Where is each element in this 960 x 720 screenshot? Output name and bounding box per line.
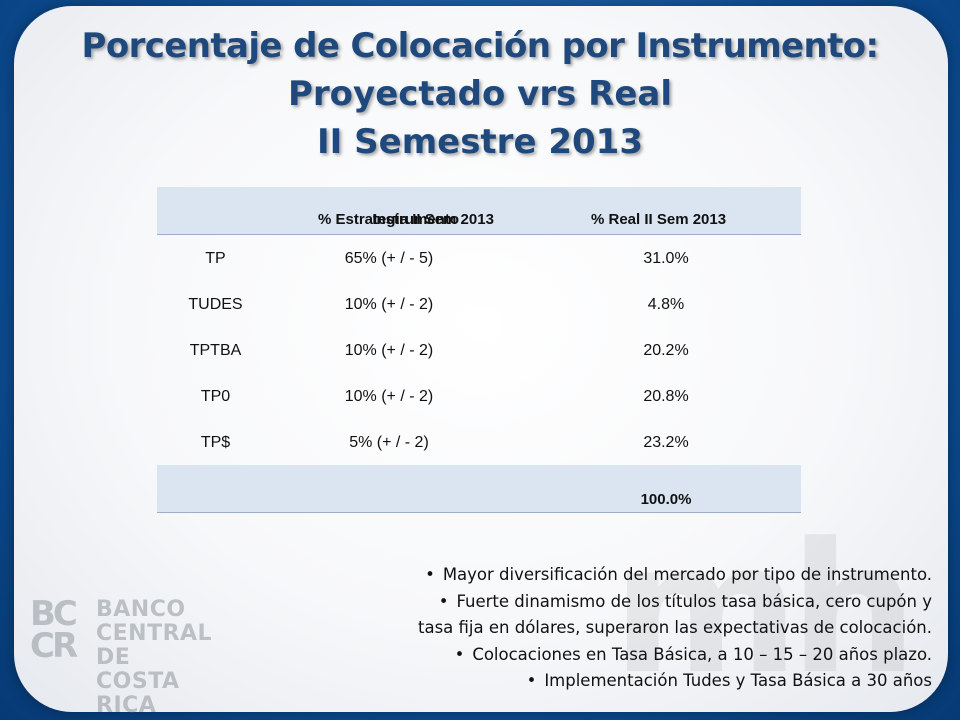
bullet-icon: • [526,671,537,690]
table-row: TPTBA 10% (+ / - 2) 20.2% [157,327,801,373]
table-total-row: 100.0% [157,465,801,513]
bullet-icon: • [438,591,449,611]
logo-name: BANCO CENTRAL DE COSTA RICA [96,598,240,718]
header-instrumento: Instrumento [372,211,459,228]
header-real: % Real II Sem 2013 [591,211,727,228]
cell-real: 31.0% [643,250,689,267]
bullet-item: • Mayor diversificación del mercado por t… [292,562,932,589]
cell-instrumento: TP$ [200,434,231,451]
table-header-row: Instrumento % Estrategia II Sem 2013 % R… [157,187,801,235]
logo-name-line: COSTA RICA [96,669,180,718]
cell-instrumento: TP [205,250,226,267]
bullet-text: Mayor diversificación del mercado por ti… [442,565,932,584]
bullet-icon: • [425,565,435,584]
title-line-1: Porcentaje de Colocación por Instrumento… [81,26,880,66]
table-row: TP 65% (+ / - 5) 31.0% [157,235,801,281]
bullet-text: Colocaciones en Tasa Básica, a 10 – 15 –… [472,644,932,664]
logo-name-line: CENTRAL DE [96,621,213,670]
bccr-logo: BC CR BANCO CENTRAL DE COSTA RICA [30,594,240,718]
cell-total: 100.0% [640,491,692,508]
slide-panel [14,6,948,712]
table-row: TUDES 10% (+ / - 2) 4.8% [157,281,801,327]
header-estrategia: % Estrategia II Sem 2013 [318,211,494,228]
logo-monogram-bottom: CR [30,626,78,666]
cell-estrategia: 10% (+ / - 2) [344,342,434,359]
cell-instrumento: TP0 [200,388,231,405]
cell-real: 20.2% [643,342,689,359]
cell-real: 23.2% [643,434,689,451]
bullet-item-continuation: tasa fija en dólares, superaron las expe… [292,615,932,642]
title-line-3: II Semestre 2013 [317,122,643,162]
bullet-item: • Fuerte dinamismo de los títulos tasa bá… [292,589,932,616]
cell-estrategia: 65% (+ / - 5) [344,250,434,267]
bullet-text: Implementación Tudes y Tasa Básica a 30 … [544,671,932,690]
cell-estrategia: 10% (+ / - 2) [344,388,434,405]
bullet-list: • Mayor diversificación del mercado por t… [292,562,932,695]
bullet-item: • Implementación Tudes y Tasa Básica a 30… [292,668,932,695]
placement-table: Instrumento % Estrategia II Sem 2013 % R… [157,187,801,513]
bullet-text: tasa fija en dólares, superaron las expe… [418,618,932,637]
slide-title: Porcentaje de Colocación por Instrumento… [0,22,960,166]
cell-real: 20.8% [643,388,689,405]
cell-instrumento: TPTBA [189,342,242,359]
watermark-logo: mh [612,505,918,714]
bullet-text: Fuerte dinamismo de los títulos tasa bás… [456,591,932,611]
title-line-2: Proyectado vrs Real [288,74,672,114]
bullet-item: • Colocaciones en Tasa Básica, a 10 – 15 … [292,642,932,669]
cell-instrumento: TUDES [188,296,243,313]
logo-monogram: BC CR [30,594,90,666]
bullet-icon: • [454,644,465,664]
logo-name-line: BANCO [96,597,186,622]
logo-monogram-top: BC [30,594,78,634]
cell-estrategia: 10% (+ / - 2) [344,296,434,313]
cell-real: 4.8% [647,296,685,313]
table-row: TP0 10% (+ / - 2) 20.8% [157,373,801,419]
cell-estrategia: 5% (+ / - 2) [349,434,429,451]
table-row: TP$ 5% (+ / - 2) 23.2% [157,419,801,465]
